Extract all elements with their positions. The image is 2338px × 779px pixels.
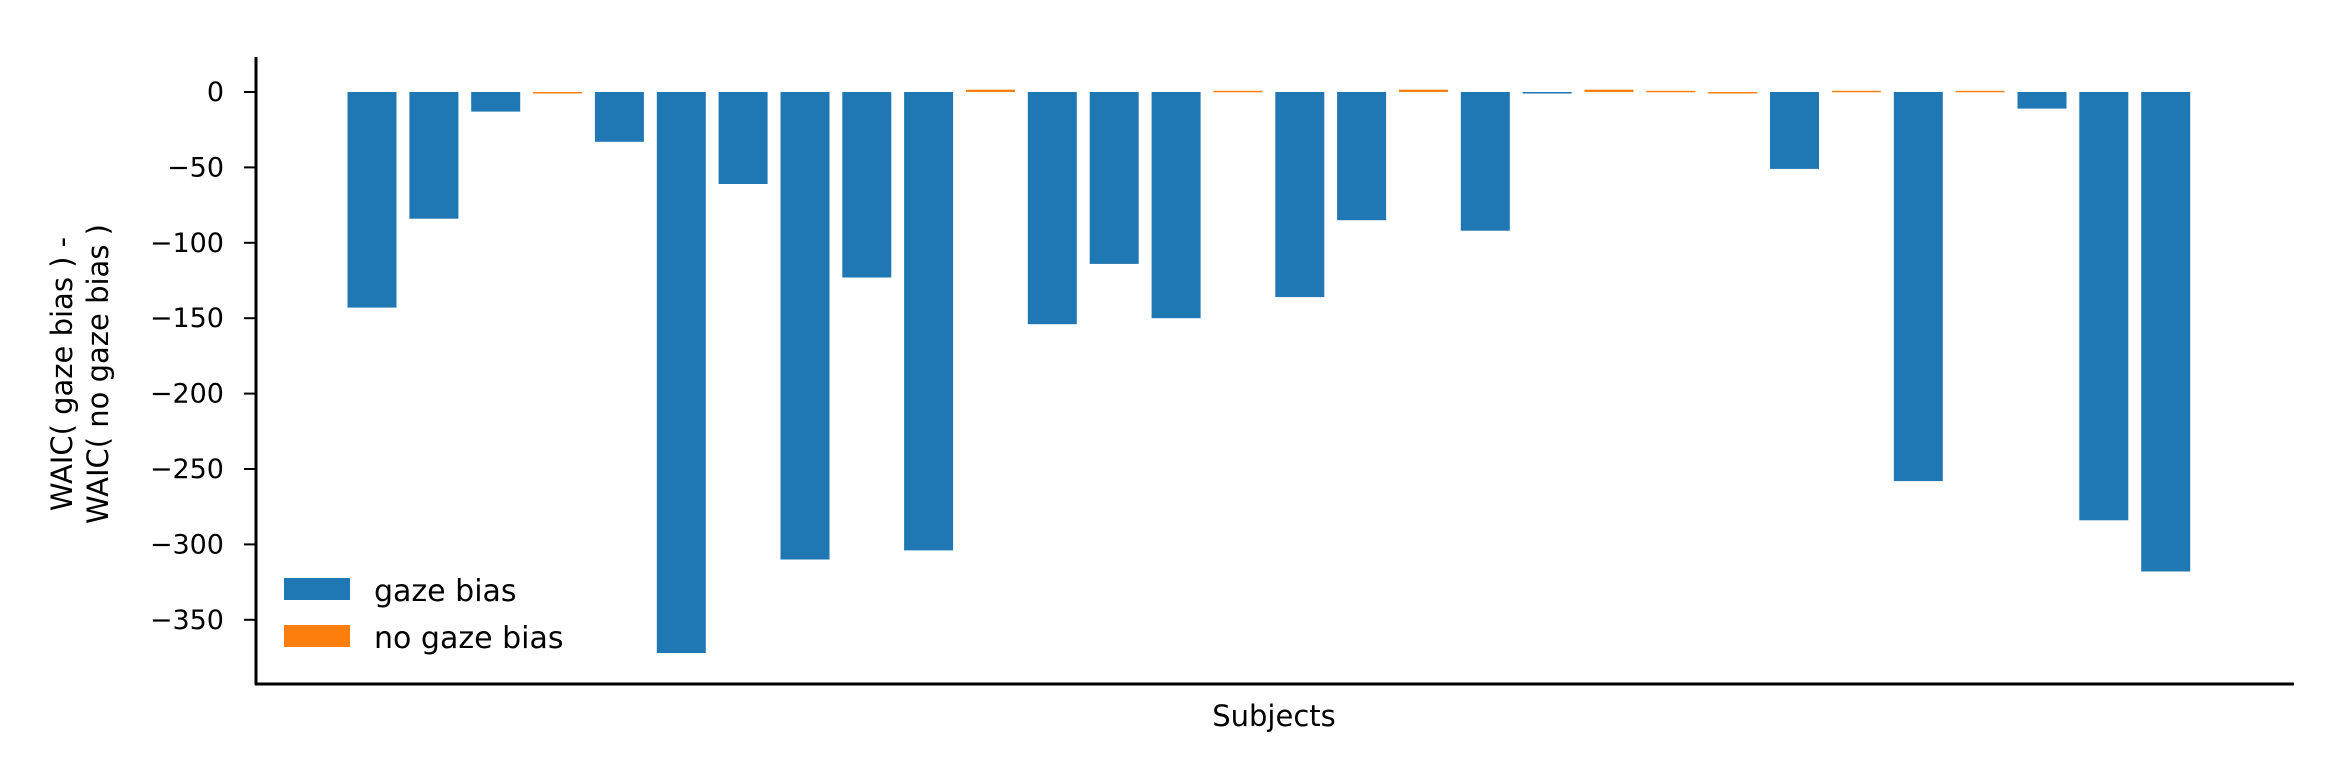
y-axis-label-line-2: WAIC( no gaze bias ) bbox=[81, 224, 115, 524]
bar-subject-10 bbox=[904, 92, 954, 551]
bar-subject-19 bbox=[1460, 92, 1510, 231]
y-tick-label: −200 bbox=[150, 379, 224, 410]
bar-subject-30 bbox=[2141, 92, 2191, 572]
legend-label-no-gaze-bias: no gaze bias bbox=[374, 621, 563, 656]
y-axis-ticks: 0 −50 −100 −150 −200 −250 −300 −350 bbox=[150, 77, 256, 636]
bar-subject-9 bbox=[842, 92, 892, 278]
y-tick-label: −50 bbox=[167, 152, 224, 183]
bar-subject-26 bbox=[1893, 92, 1943, 482]
bar-series bbox=[347, 89, 2191, 653]
y-tick-label: −300 bbox=[150, 529, 224, 560]
legend-swatch-no-gaze-bias bbox=[284, 625, 350, 647]
bar-subject-15 bbox=[1213, 90, 1263, 93]
bar-subject-21 bbox=[1584, 89, 1634, 92]
bar-subject-17 bbox=[1337, 92, 1387, 221]
bar-subject-6 bbox=[656, 92, 706, 653]
bar-subject-13 bbox=[1089, 92, 1139, 264]
y-tick-label: −100 bbox=[150, 228, 224, 259]
y-tick-label: −350 bbox=[150, 605, 224, 636]
legend-swatch-gaze-bias bbox=[284, 578, 350, 600]
bar-subject-8 bbox=[780, 92, 830, 560]
bar-subject-3 bbox=[471, 92, 521, 112]
bar-subject-23 bbox=[1708, 92, 1758, 94]
bar-subject-5 bbox=[594, 92, 644, 142]
bar-subject-29 bbox=[2079, 92, 2129, 521]
y-axis-label-line-1: WAIC( gaze bias ) - bbox=[45, 237, 79, 511]
bar-subject-16 bbox=[1275, 92, 1325, 298]
bar-subject-20 bbox=[1522, 92, 1572, 94]
y-tick-label: −150 bbox=[150, 303, 224, 334]
legend-label-gaze-bias: gaze bias bbox=[374, 574, 517, 609]
y-tick-label: 0 bbox=[207, 77, 224, 108]
y-axis-label: WAIC( gaze bias ) - WAIC( no gaze bias ) bbox=[45, 224, 115, 524]
x-axis-label: Subjects bbox=[1212, 699, 1336, 733]
bar-subject-22 bbox=[1646, 90, 1696, 93]
bar-subject-11 bbox=[966, 89, 1015, 92]
bar-subject-14 bbox=[1151, 92, 1201, 319]
bar-subject-28 bbox=[2017, 92, 2067, 109]
bar-subject-2 bbox=[409, 92, 459, 219]
bar-subject-4 bbox=[533, 92, 582, 94]
bar-subject-12 bbox=[1027, 92, 1077, 325]
bar-subject-25 bbox=[1831, 90, 1881, 93]
bar-subject-1 bbox=[347, 92, 397, 308]
bar-subject-7 bbox=[718, 92, 768, 184]
bar-subject-24 bbox=[1770, 92, 1819, 169]
bar-subject-18 bbox=[1399, 89, 1448, 92]
legend: gaze bias no gaze bias bbox=[284, 574, 563, 656]
y-tick-label: −250 bbox=[150, 454, 224, 485]
bar-subject-27 bbox=[1955, 90, 2005, 93]
